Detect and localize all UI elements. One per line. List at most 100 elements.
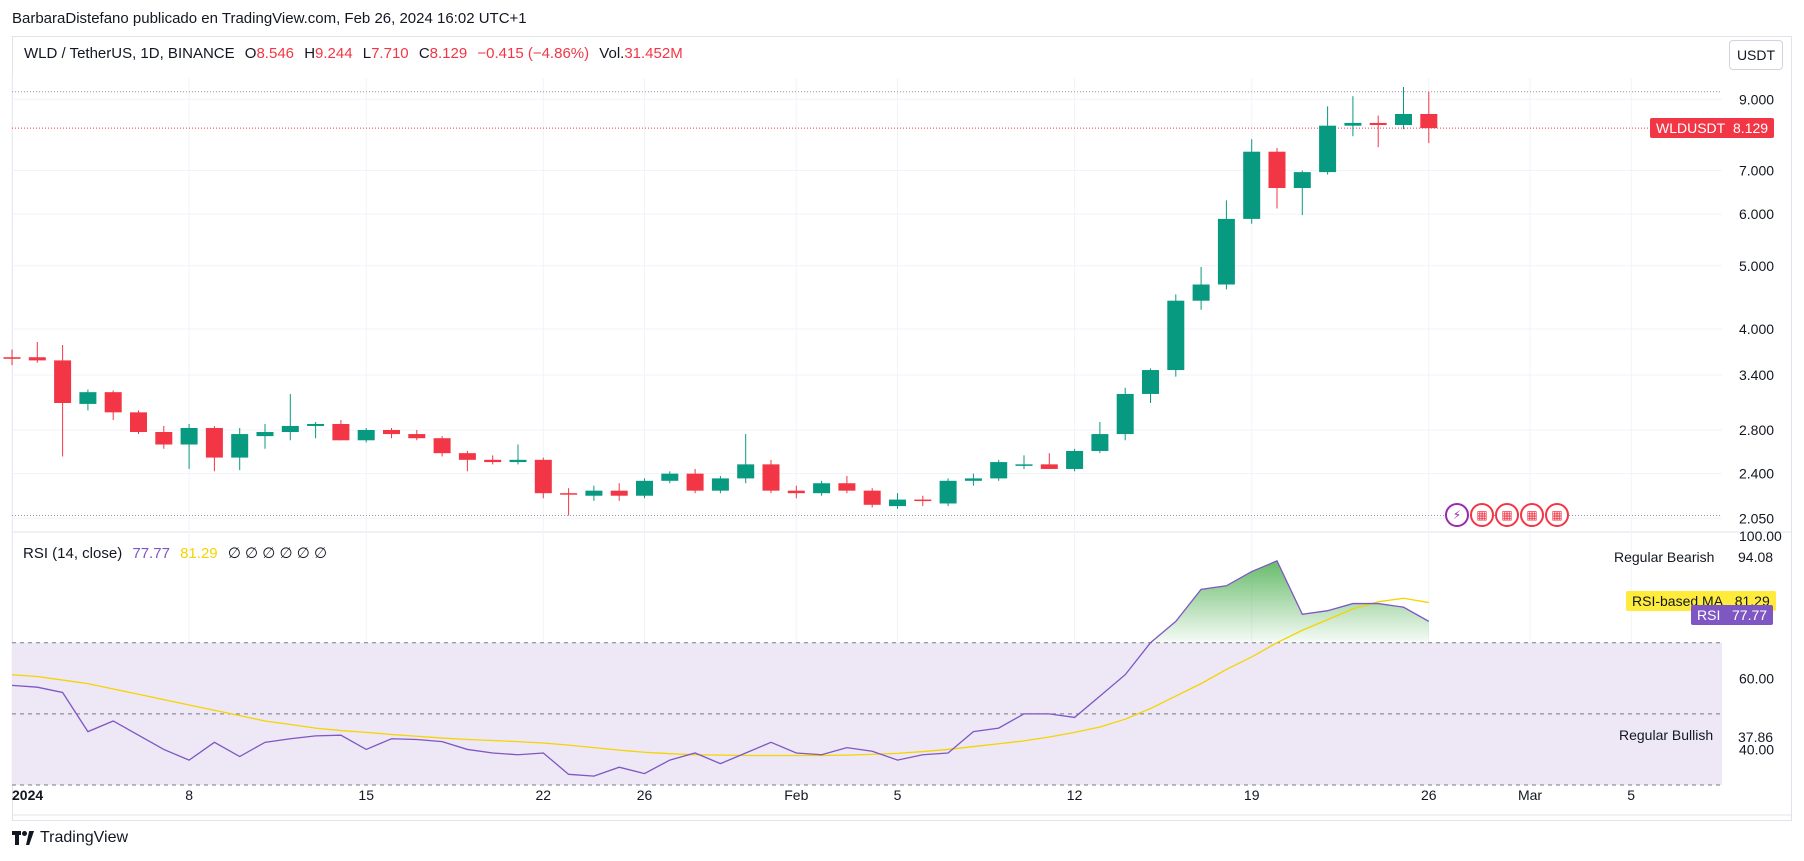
us-flag-icon[interactable]: ▦ (1495, 503, 1519, 527)
candle (357, 427, 375, 443)
tradingview-mark-icon (12, 831, 34, 845)
candle (711, 476, 729, 494)
low-label: L (362, 45, 372, 62)
candle-body (79, 392, 97, 404)
candle (28, 342, 46, 363)
candle (914, 495, 932, 507)
candle-body (205, 427, 223, 458)
volume-label: Vol. (599, 45, 625, 62)
candle (1015, 455, 1033, 469)
time-tick-label: 22 (536, 787, 552, 803)
candle-body (1040, 464, 1058, 469)
candle-body (889, 499, 906, 507)
candle-body (1066, 450, 1084, 469)
candle-body (1167, 300, 1185, 371)
candle-body (307, 423, 325, 426)
candle-body (433, 438, 451, 454)
candle (104, 390, 122, 421)
candle (1319, 106, 1337, 175)
candle-body (1015, 464, 1033, 466)
rsi-tick-label: 40.00 (1739, 741, 1774, 757)
candle-body (610, 490, 628, 496)
close-label: C (418, 45, 430, 62)
publisher-attribution: BarbaraDistefano publicado en TradingVie… (12, 10, 527, 27)
candle-body (1268, 151, 1286, 189)
symbol-title[interactable]: WLD / TetherUS, 1D, BINANCE (24, 45, 235, 62)
candle (863, 488, 881, 508)
tradingview-logo[interactable]: TradingView (12, 829, 128, 847)
candle-body (1395, 113, 1412, 125)
price-axis: 9.000 7.000 6.000 5.000 4.000 3.400 2.800 2.400… (1739, 91, 1774, 526)
price-tick-label: 3.400 (1739, 367, 1774, 383)
candle (1293, 170, 1311, 216)
candle (1395, 86, 1412, 130)
candle-body (1116, 393, 1134, 435)
candle (1091, 422, 1109, 454)
rsi-tick-label: 100.00 (1739, 528, 1782, 544)
regular-bullish-label: Regular Bullish (1619, 727, 1714, 743)
candle (383, 427, 400, 439)
candle-body (1420, 113, 1438, 129)
candlestick-series (3, 86, 1438, 516)
rsi-ma-legend-value: 81.29 (180, 545, 218, 562)
candle-body (787, 490, 805, 494)
candle-body (762, 464, 780, 491)
us-flag-icon[interactable]: ▦ (1470, 503, 1494, 527)
reference-lines (12, 91, 1722, 517)
currency-button[interactable]: USDT (1729, 40, 1783, 70)
candle-body (408, 434, 426, 439)
candle (54, 344, 72, 457)
candle (3, 349, 21, 366)
candle-body (636, 480, 653, 496)
tradingview-logo-text: TradingView (40, 829, 129, 846)
candle-body (939, 480, 957, 504)
candle-body (28, 357, 46, 361)
candle (1066, 448, 1084, 472)
candle (964, 473, 982, 486)
candle-body (3, 357, 21, 359)
volume-value: 31.452M (624, 45, 683, 62)
candle (484, 455, 502, 465)
candle (813, 480, 831, 496)
high-label: H (304, 45, 316, 62)
last-price-tag: WLDUSDT 8.129 (1650, 118, 1775, 139)
time-tick-label: 5 (894, 787, 902, 803)
rsi-legend-title[interactable]: RSI (14, close) (23, 545, 123, 562)
candle-body (509, 459, 527, 463)
candle (1217, 200, 1235, 290)
rsi-ma-tag-value: 81.29 (1734, 592, 1770, 609)
price-tag-value: 8.129 (1733, 120, 1769, 137)
rsi-legend: RSI (14, close) 77.77 81.29 ∅ ∅ ∅ ∅ ∅ ∅ (23, 544, 327, 562)
candle-body (1142, 370, 1159, 394)
rsi-line (11, 560, 1430, 777)
lightning-icon[interactable]: ⚡ (1445, 503, 1469, 527)
candle (130, 410, 147, 435)
time-tick-label: 26 (1421, 787, 1437, 803)
us-flag-icon[interactable]: ▦ (1545, 503, 1569, 527)
candle (1268, 147, 1286, 209)
candle-body (1217, 218, 1235, 285)
rsi-series (11, 560, 1430, 777)
candle (332, 420, 350, 441)
candle (256, 423, 274, 449)
us-flag-icon[interactable]: ▦ (1520, 503, 1544, 527)
candle (661, 471, 679, 484)
candle (939, 478, 957, 507)
candle-body (686, 473, 704, 491)
time-tick-label: 19 (1244, 787, 1260, 803)
price-tick-label: 9.000 (1739, 91, 1774, 107)
candle (458, 450, 476, 472)
price-tick-label: 2.800 (1739, 422, 1774, 438)
candle (686, 468, 704, 494)
rsi-ma-tag-label: RSI-based MA (1632, 592, 1724, 609)
price-tick-label: 7.000 (1739, 162, 1774, 178)
candle-body (332, 423, 350, 441)
close-value: 8.129 (429, 45, 468, 62)
candle-body (1293, 172, 1311, 189)
candle (737, 434, 755, 484)
candle-body (711, 478, 729, 491)
rsi-legend-value: 77.77 (132, 545, 170, 562)
open-value: 8.546 (256, 45, 295, 62)
time-tick-label: 12 (1067, 787, 1083, 803)
